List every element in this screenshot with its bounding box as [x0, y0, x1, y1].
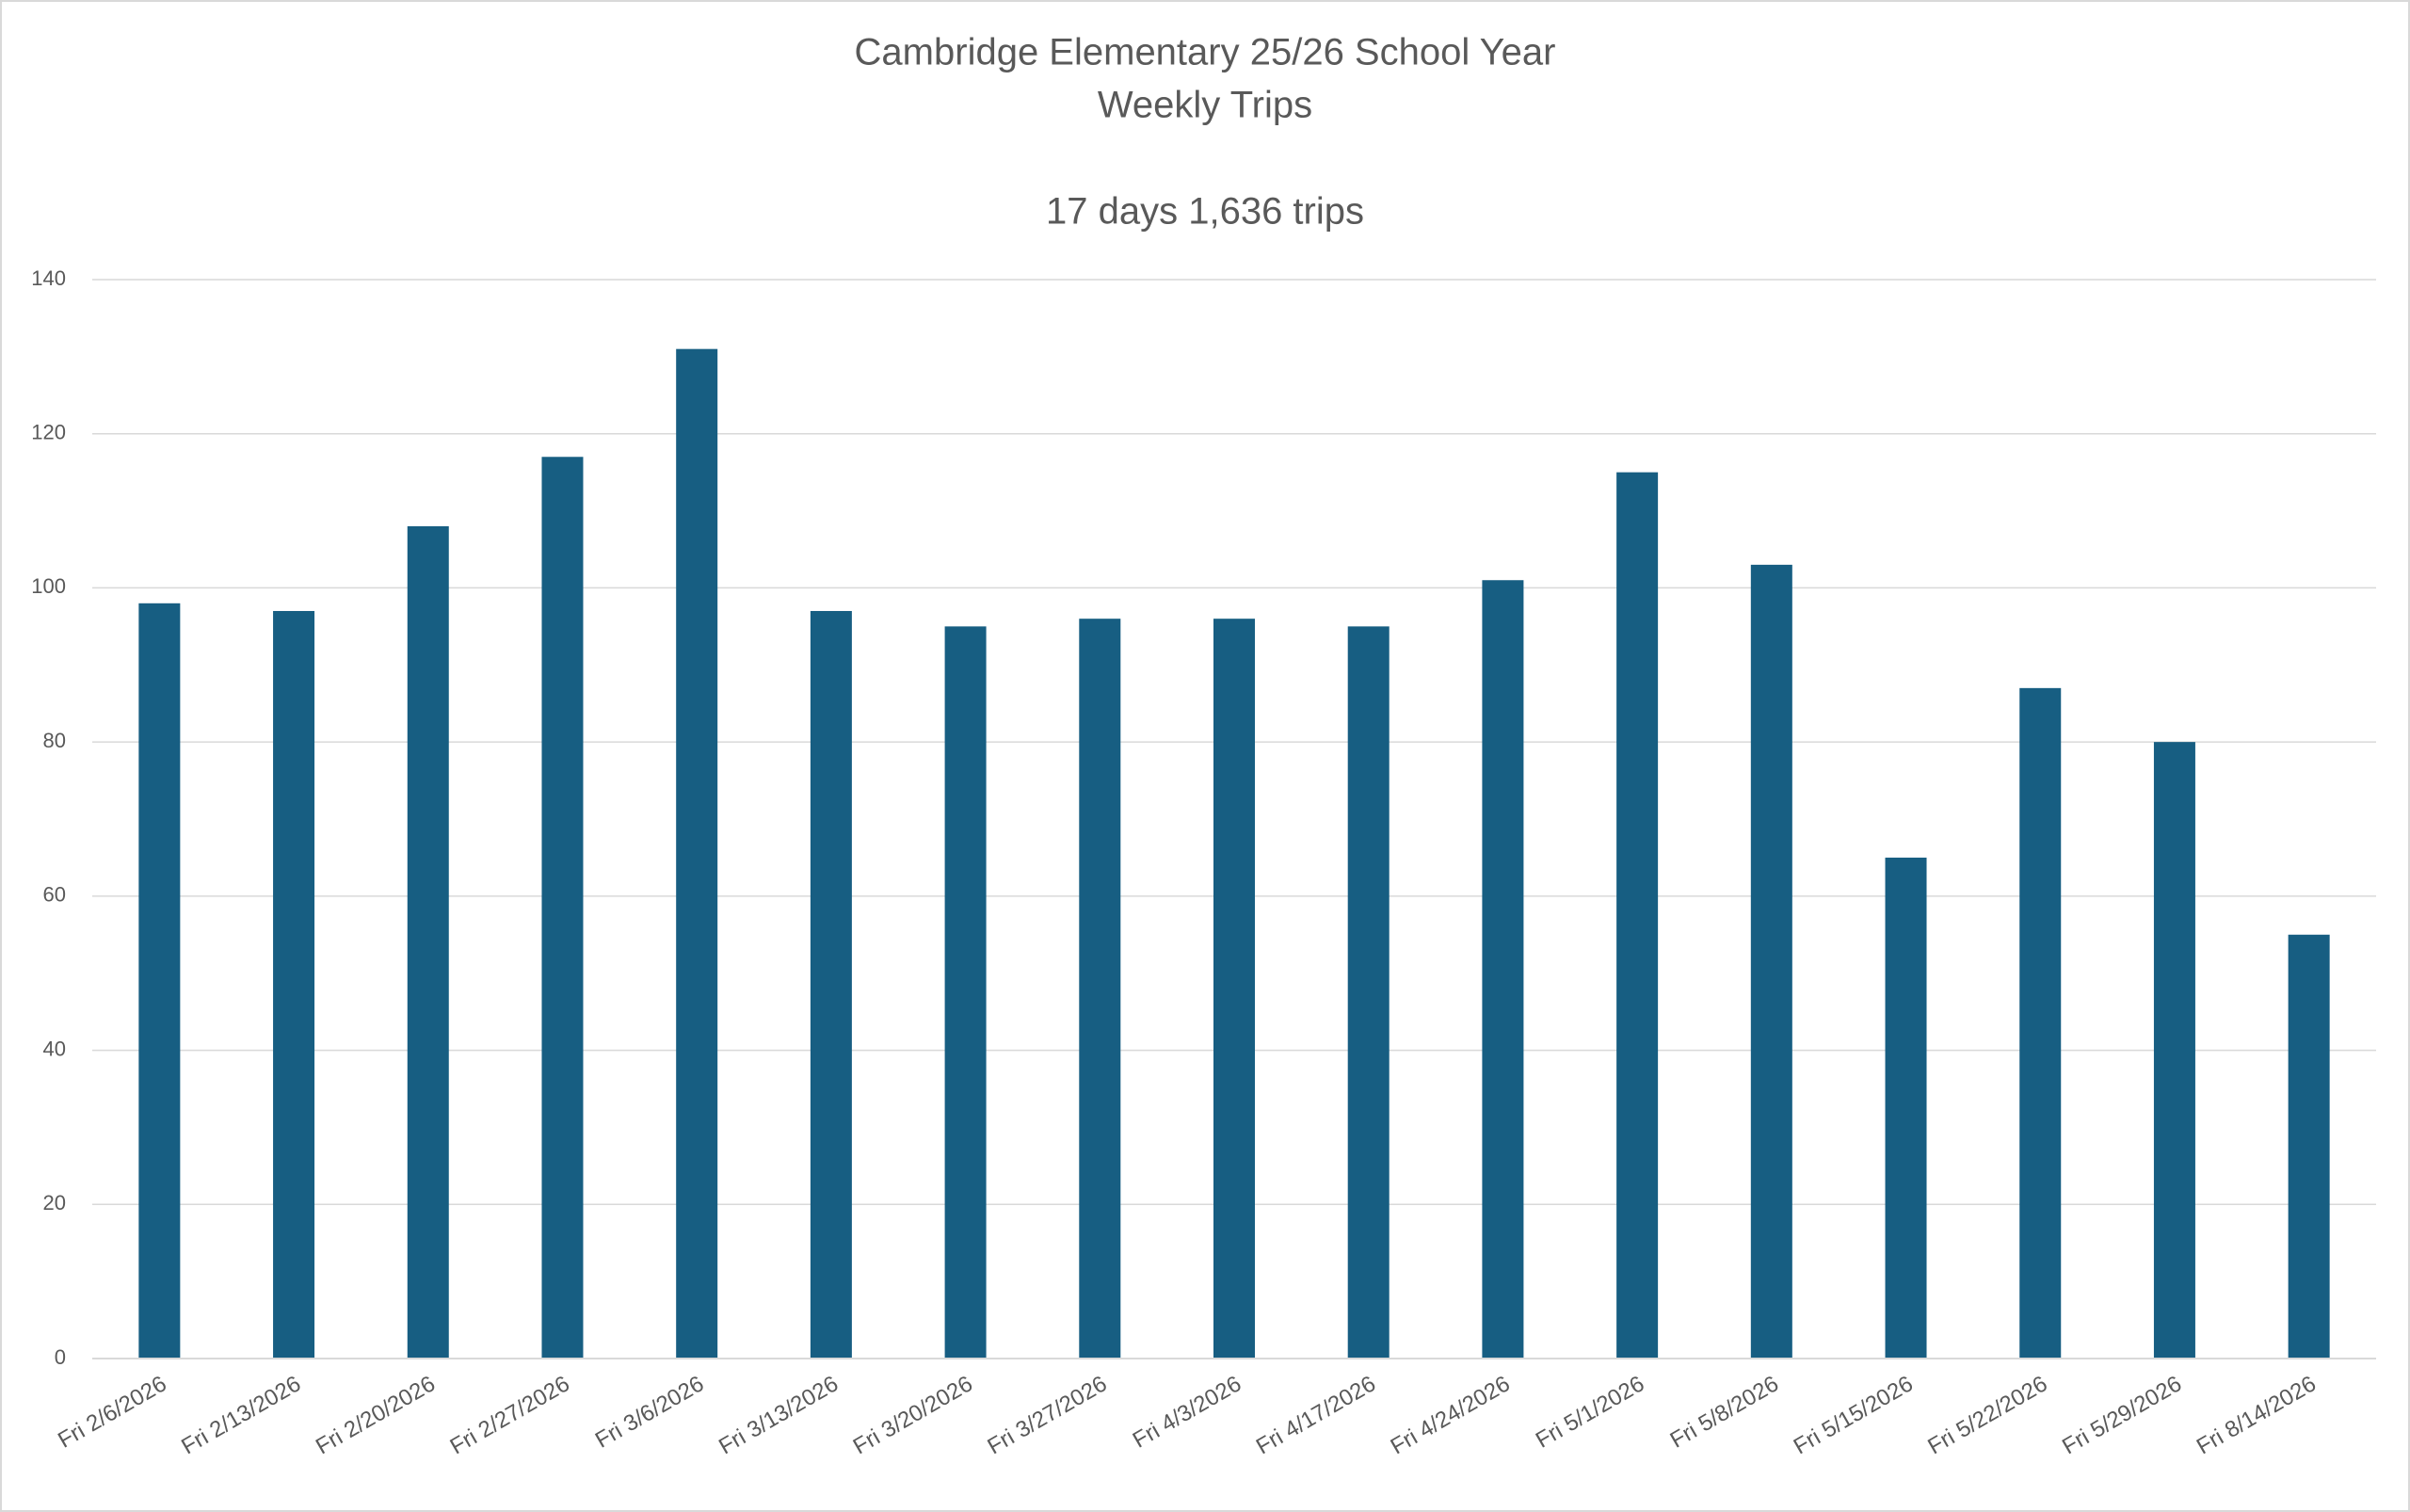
bar [1347, 626, 1390, 1359]
x-tick-label: Fri 2/27/2026 [446, 1371, 574, 1459]
x-tick-label: Fri 2/13/2026 [177, 1371, 305, 1459]
y-tick-label: 100 [31, 574, 66, 598]
y-tick-label: 140 [31, 266, 66, 290]
bars [138, 348, 2330, 1359]
bar [2288, 934, 2330, 1359]
x-tick-label: Fri 4/24/2026 [1387, 1371, 1515, 1459]
x-tick-label: Fri 4/17/2026 [1252, 1371, 1380, 1459]
x-tick-label: Fri 5/22/2026 [1923, 1371, 2051, 1459]
y-tick-label: 60 [43, 883, 66, 907]
y-axis-tick-labels: 0 20 40 60 80 100 120 140 [31, 266, 66, 1369]
bar [1213, 619, 1255, 1359]
x-tick-label: Fri 8/14/2026 [2193, 1371, 2321, 1459]
y-tick-label: 0 [55, 1345, 66, 1369]
bar [2153, 742, 2195, 1359]
x-tick-label: Fri 3/20/2026 [849, 1371, 977, 1459]
x-tick-label: Fri 5/1/2026 [1532, 1371, 1648, 1453]
chart-subtitle: 17 days 1,636 trips [1046, 191, 1364, 233]
chart-title-line-2: Weekly Trips [1098, 85, 1312, 126]
y-tick-label: 80 [43, 729, 66, 752]
x-tick-label: Fri 3/27/2026 [983, 1371, 1111, 1459]
bar [407, 525, 449, 1359]
bar [810, 610, 852, 1359]
bar [1616, 472, 1659, 1359]
bar [676, 348, 718, 1359]
bar [541, 457, 584, 1359]
bar [2019, 687, 2062, 1359]
chart-title-group: Cambridge Elementary 25/26 School Year W… [855, 32, 1556, 233]
x-axis-tick-labels: Fri 2/6/2026 Fri 2/13/2026 Fri 2/20/2026 Fr… [54, 1371, 2321, 1459]
x-tick-label: Fri 2/6/2026 [54, 1371, 170, 1453]
x-tick-label: Fri 5/8/2026 [1666, 1371, 1783, 1453]
y-tick-label: 120 [31, 421, 66, 444]
chart-title-line-1: Cambridge Elementary 25/26 School Year [855, 32, 1556, 73]
y-tick-label: 20 [43, 1191, 66, 1214]
bar [1482, 580, 1524, 1359]
y-tick-label: 40 [43, 1037, 66, 1060]
bar [1885, 857, 1927, 1359]
x-tick-label: Fri 5/29/2026 [2058, 1371, 2186, 1459]
bar [138, 603, 181, 1359]
x-tick-label: Fri 5/15/2026 [1790, 1371, 1918, 1459]
x-tick-label: Fri 3/6/2026 [591, 1371, 708, 1453]
bar [1750, 564, 1792, 1359]
bar [1079, 619, 1121, 1359]
bar [944, 626, 987, 1359]
bar [273, 610, 315, 1359]
x-tick-label: Fri 2/20/2026 [312, 1371, 440, 1459]
x-tick-label: Fri 3/13/2026 [715, 1371, 843, 1459]
x-tick-label: Fri 4/3/2026 [1129, 1371, 1245, 1453]
